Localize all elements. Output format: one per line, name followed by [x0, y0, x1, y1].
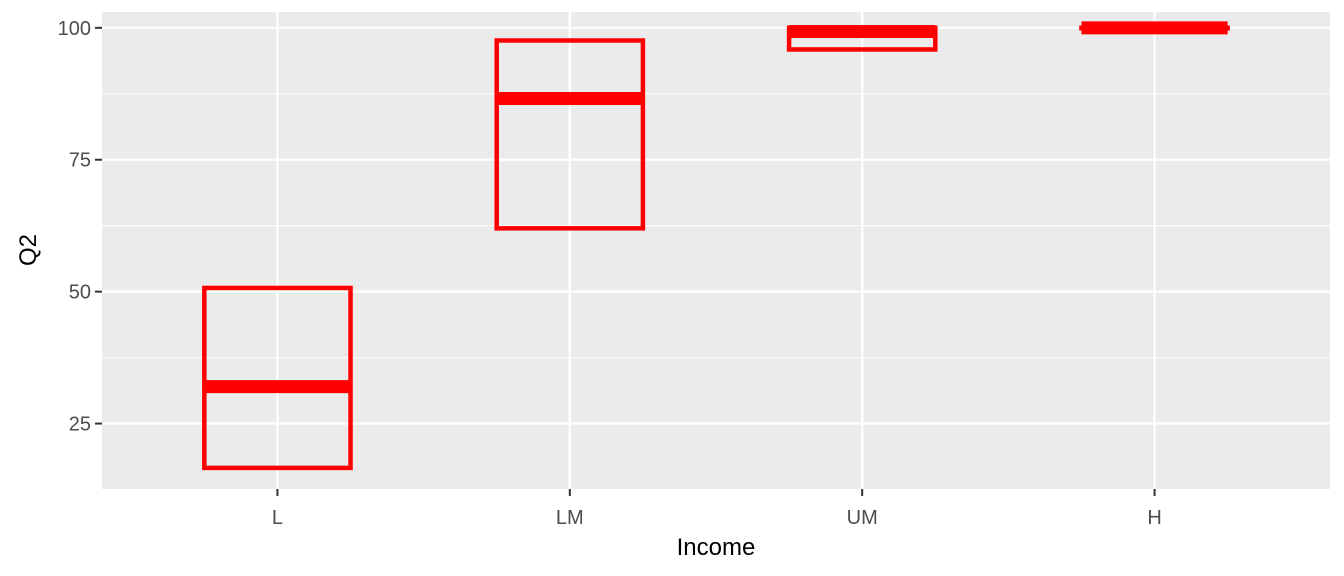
box-um [786, 25, 938, 52]
y-tick-label: 100 [58, 18, 91, 40]
box-l [202, 285, 353, 471]
box-h [1079, 21, 1230, 35]
box-iqr [202, 285, 353, 471]
y-tick-label: 25 [69, 414, 91, 436]
y-axis-title: Q2 [15, 234, 42, 266]
plot-panel [102, 12, 1330, 489]
box-series [202, 21, 1230, 471]
y-axis: 25 50 75 100 [58, 18, 102, 436]
x-axis: L LM UM H [272, 489, 1162, 529]
x-tick-label: UM [847, 507, 878, 529]
x-tick-label: LM [556, 507, 584, 529]
y-tick-label: 50 [69, 282, 91, 304]
x-tick-label: H [1147, 507, 1161, 529]
grid-minor [102, 93, 1330, 359]
x-axis-title: Income [677, 534, 756, 561]
x-tick-label: L [272, 507, 283, 529]
y-tick-label: 75 [69, 150, 91, 172]
box-lm [494, 38, 646, 231]
box-iqr [494, 38, 646, 231]
